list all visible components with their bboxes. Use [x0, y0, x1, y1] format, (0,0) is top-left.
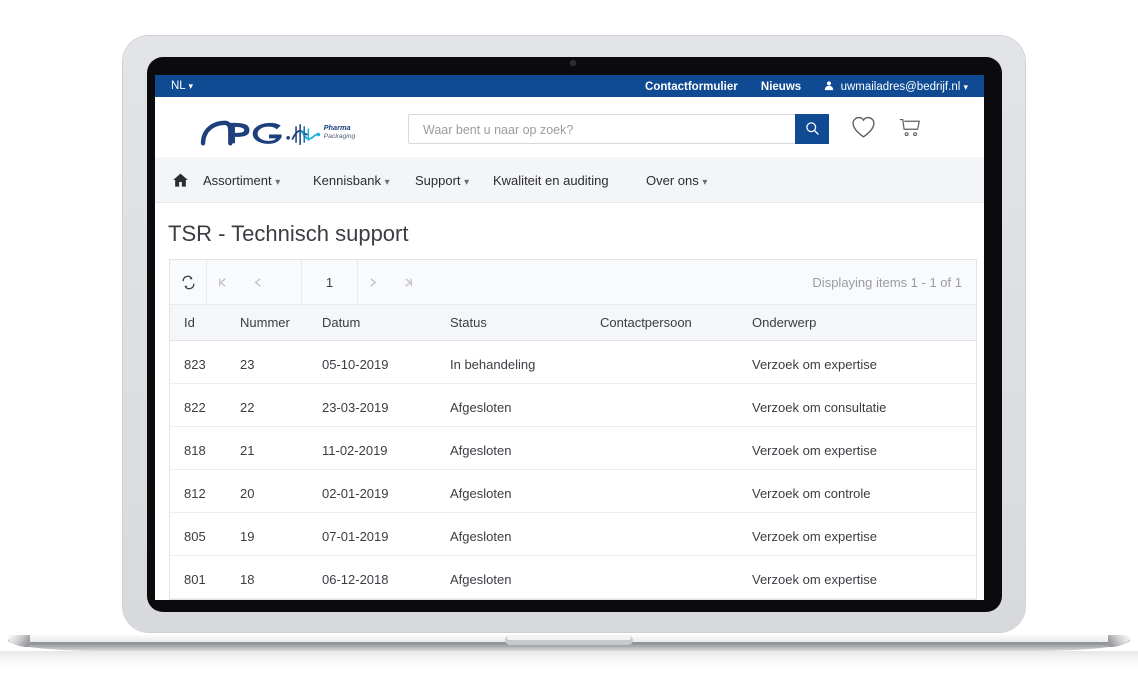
svg-text:Packaging: Packaging — [324, 133, 356, 140]
svg-text:Pharma: Pharma — [324, 123, 351, 132]
